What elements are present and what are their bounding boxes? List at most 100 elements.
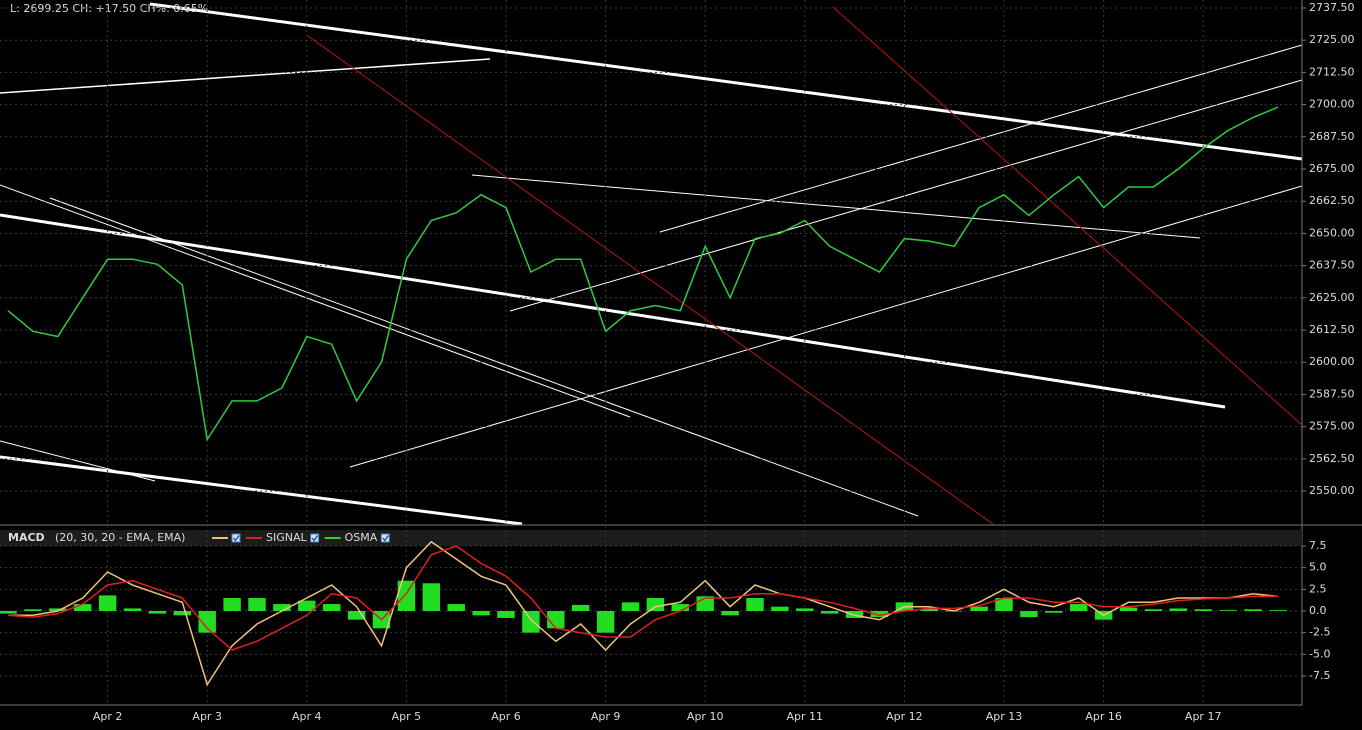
osma-bar xyxy=(1020,611,1038,618)
osma-bar xyxy=(870,611,889,618)
legend-check xyxy=(311,535,319,542)
y-tick-label: 2625.00 xyxy=(1309,291,1355,304)
osma-bar xyxy=(995,598,1013,612)
osma-bar xyxy=(1219,610,1237,612)
y-tick-label: 0.0 xyxy=(1309,604,1327,617)
osma-bar xyxy=(422,583,441,612)
y-tick-label: -7.5 xyxy=(1309,669,1330,682)
x-tick-label: Apr 2 xyxy=(93,710,123,723)
y-tick-label: -5.0 xyxy=(1309,647,1330,660)
osma-bar xyxy=(447,604,465,612)
osma-bar xyxy=(1244,609,1262,612)
osma-bar xyxy=(98,595,117,612)
y-tick-label: 2612.50 xyxy=(1309,323,1355,336)
macd-title: MACD xyxy=(8,531,45,544)
osma-bar xyxy=(322,604,341,612)
y-tick-label: 2587.50 xyxy=(1309,387,1355,400)
trend-line xyxy=(471,174,1201,239)
y-tick-label: 2662.50 xyxy=(1309,194,1355,207)
osma-bar xyxy=(49,608,67,612)
osma-bar xyxy=(1269,610,1287,612)
osma-bar xyxy=(1119,607,1138,612)
legend-check xyxy=(382,535,389,542)
x-tick-label: Apr 12 xyxy=(886,710,923,723)
osma-bar xyxy=(621,602,640,612)
osma-bar xyxy=(248,598,266,612)
macd-params: (20, 30, 20 - EMA, EMA) xyxy=(55,531,185,544)
osma-bar xyxy=(1069,604,1088,612)
x-tick-label: Apr 11 xyxy=(787,710,824,723)
osma-bar xyxy=(746,598,764,612)
y-tick-label: 2550.00 xyxy=(1309,484,1355,497)
y-tick-label: 2562.50 xyxy=(1309,452,1355,465)
osma-bar xyxy=(671,604,690,612)
osma-bar xyxy=(298,600,316,612)
series-group xyxy=(7,106,1279,442)
trend-line xyxy=(0,184,631,418)
trend-line xyxy=(49,197,919,517)
osma-bar xyxy=(820,611,839,614)
osma-bar xyxy=(497,611,515,618)
y-tick-label: 2600.00 xyxy=(1309,355,1355,368)
trend-line xyxy=(307,35,994,525)
legend-checkbox xyxy=(231,533,241,543)
osma-bar xyxy=(1045,611,1063,613)
y-tick-label: 2737.50 xyxy=(1309,1,1355,14)
osma-bar xyxy=(571,604,590,612)
y-tick-label: 2.5 xyxy=(1309,582,1327,595)
osma-bar xyxy=(73,604,92,612)
osma-bar xyxy=(721,611,739,616)
legend-label: SIGNAL xyxy=(266,531,308,544)
x-tick-label: Apr 16 xyxy=(1085,710,1122,723)
y-tick-label: 2675.00 xyxy=(1309,162,1355,175)
trend-line xyxy=(0,440,156,482)
osma-bar xyxy=(173,611,192,616)
osma-bar xyxy=(1144,609,1163,612)
osma-bar xyxy=(596,611,615,633)
x-tick-label: Apr 13 xyxy=(986,710,1023,723)
osma-bar xyxy=(472,611,490,616)
y-tick-label: 2700.00 xyxy=(1309,98,1355,111)
osma-bar xyxy=(148,611,167,614)
osma-bar xyxy=(347,611,366,620)
osma-bar xyxy=(845,611,864,618)
osma-bar xyxy=(771,606,789,612)
x-tick-label: Apr 10 xyxy=(687,710,724,723)
trend-line xyxy=(149,2,1303,161)
osma-bar xyxy=(223,598,241,612)
y-tick-label: 2637.50 xyxy=(1309,259,1355,272)
osma-bar xyxy=(970,606,988,612)
trend-line xyxy=(0,213,1226,409)
trend-lines xyxy=(0,2,1303,526)
osma-bar xyxy=(198,611,216,633)
trend-line xyxy=(0,58,491,94)
x-tick-label: Apr 5 xyxy=(392,710,422,723)
x-tick-label: Apr 3 xyxy=(192,710,222,723)
osma-bar xyxy=(0,611,17,614)
osma-bar xyxy=(522,611,540,633)
osma-bar xyxy=(920,608,939,612)
legend-checkbox xyxy=(380,533,390,543)
osma-bar xyxy=(796,608,814,612)
y-tick-label: 2712.50 xyxy=(1309,65,1355,78)
x-tick-label: Apr 17 xyxy=(1185,710,1222,723)
y-tick-label: -2.5 xyxy=(1309,626,1330,639)
x-tick-label: Apr 4 xyxy=(292,710,322,723)
osma-bar xyxy=(24,609,42,612)
series-line xyxy=(7,545,1278,651)
legend-check xyxy=(232,535,240,542)
y-tick-label: 7.5 xyxy=(1309,539,1327,552)
status-text: L: 2699.25 CH: +17.50 CH%: 0.65% xyxy=(10,2,208,15)
osma-bar xyxy=(1169,608,1188,612)
osma-bar xyxy=(123,608,142,612)
osma-bar xyxy=(273,604,291,612)
series-group xyxy=(0,540,1287,687)
y-tick-label: 2725.00 xyxy=(1309,33,1355,46)
y-tick-label: 2575.00 xyxy=(1309,420,1355,433)
y-tick-label: 5.0 xyxy=(1309,561,1327,574)
x-tick-label: Apr 6 xyxy=(491,710,521,723)
trend-line xyxy=(0,455,523,526)
legend-label: OSMA xyxy=(345,531,378,544)
